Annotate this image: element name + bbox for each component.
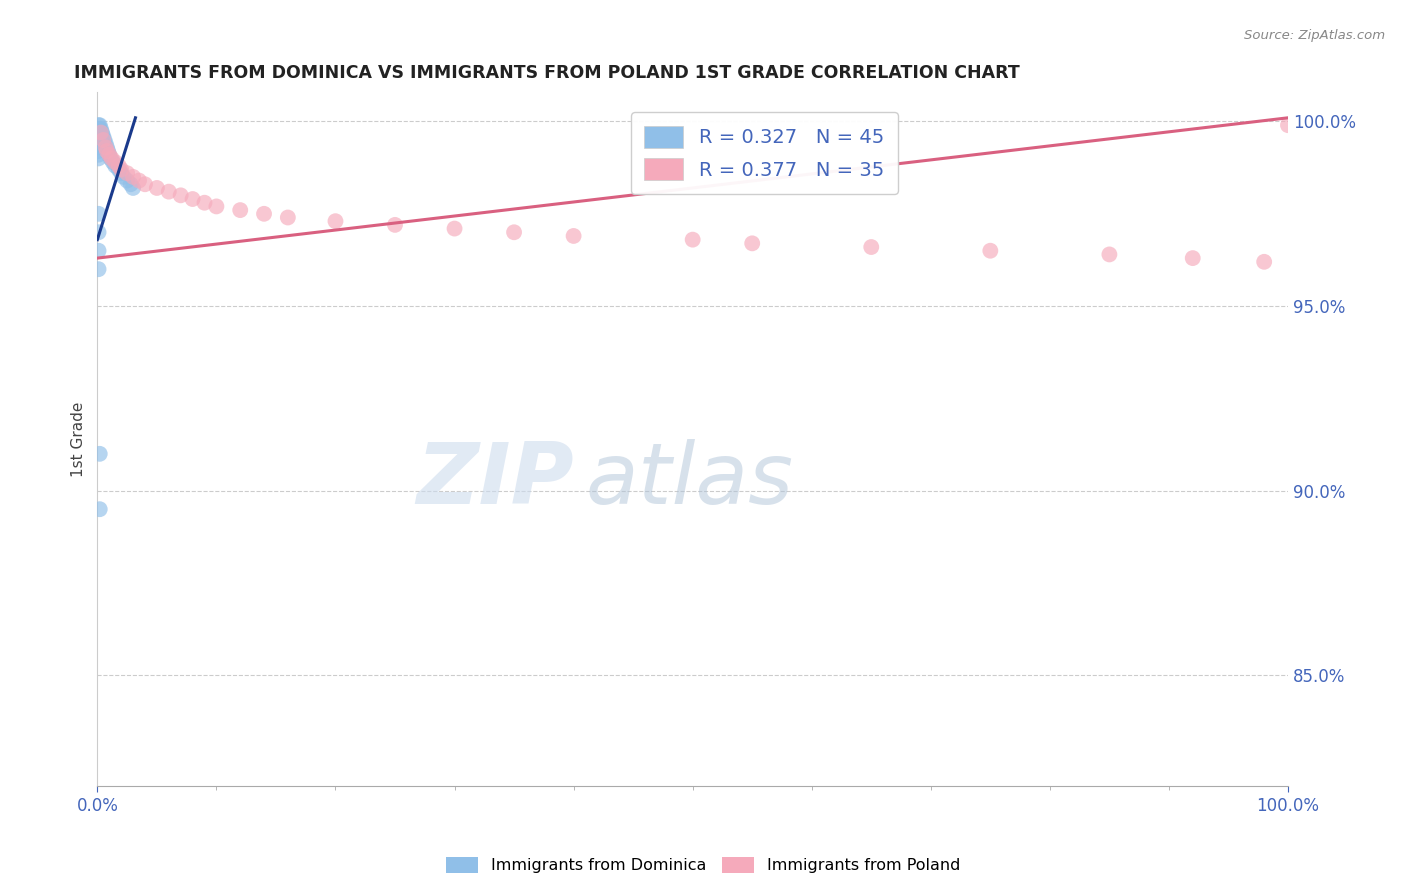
Point bbox=[90, 129, 112, 144]
Legend: Immigrants from Dominica, Immigrants from Poland: Immigrants from Dominica, Immigrants fro… bbox=[440, 850, 966, 880]
Point bbox=[94, 140, 117, 154]
Point bbox=[115, 166, 138, 180]
Point bbox=[1181, 251, 1204, 265]
Point bbox=[87, 121, 110, 136]
Point bbox=[93, 140, 115, 154]
Point bbox=[128, 173, 150, 187]
Point bbox=[181, 192, 204, 206]
Point bbox=[1277, 118, 1299, 132]
Point bbox=[89, 121, 111, 136]
Point bbox=[91, 136, 114, 151]
Point bbox=[134, 178, 156, 192]
Point bbox=[89, 502, 111, 516]
Point bbox=[90, 126, 112, 140]
Point bbox=[104, 155, 127, 169]
Point bbox=[87, 244, 110, 258]
Point bbox=[89, 447, 111, 461]
Text: atlas: atlas bbox=[585, 439, 793, 522]
Point bbox=[87, 225, 110, 239]
Point bbox=[87, 207, 110, 221]
Point bbox=[87, 152, 110, 166]
Point bbox=[1098, 247, 1121, 261]
Point bbox=[90, 126, 112, 140]
Point bbox=[93, 133, 115, 147]
Point bbox=[87, 133, 110, 147]
Point bbox=[91, 126, 114, 140]
Point bbox=[89, 129, 111, 144]
Text: Source: ZipAtlas.com: Source: ZipAtlas.com bbox=[1244, 29, 1385, 43]
Point bbox=[87, 147, 110, 161]
Point bbox=[87, 129, 110, 144]
Point bbox=[503, 225, 526, 239]
Point bbox=[741, 236, 763, 251]
Point bbox=[107, 159, 129, 173]
Point bbox=[87, 144, 110, 158]
Legend: R = 0.327   N = 45, R = 0.377   N = 35: R = 0.327 N = 45, R = 0.377 N = 35 bbox=[631, 112, 897, 194]
Point bbox=[193, 195, 215, 210]
Point bbox=[96, 144, 118, 158]
Point bbox=[170, 188, 193, 202]
Point bbox=[107, 162, 129, 177]
Point bbox=[96, 140, 118, 154]
Y-axis label: 1st Grade: 1st Grade bbox=[72, 401, 86, 476]
Point bbox=[98, 147, 121, 161]
Point bbox=[87, 136, 110, 151]
Point bbox=[91, 129, 114, 144]
Point bbox=[87, 118, 110, 132]
Point bbox=[443, 221, 465, 235]
Point bbox=[277, 211, 299, 225]
Point bbox=[979, 244, 1001, 258]
Point bbox=[205, 199, 228, 213]
Point bbox=[146, 181, 169, 195]
Point bbox=[89, 133, 111, 147]
Point bbox=[90, 133, 112, 147]
Point bbox=[122, 181, 145, 195]
Point bbox=[384, 218, 406, 232]
Point bbox=[157, 185, 180, 199]
Point bbox=[104, 159, 127, 173]
Point bbox=[115, 173, 138, 187]
Point bbox=[91, 136, 114, 151]
Point bbox=[89, 126, 111, 140]
Point bbox=[101, 155, 124, 169]
Point bbox=[120, 178, 142, 192]
Point bbox=[325, 214, 347, 228]
Point bbox=[110, 166, 132, 180]
Point bbox=[122, 169, 145, 184]
Point bbox=[87, 140, 110, 154]
Point bbox=[112, 169, 135, 184]
Point bbox=[97, 144, 120, 158]
Point bbox=[87, 262, 110, 277]
Point bbox=[89, 118, 111, 132]
Point bbox=[94, 136, 117, 151]
Point bbox=[100, 152, 122, 166]
Point bbox=[682, 233, 704, 247]
Point bbox=[90, 121, 112, 136]
Point bbox=[110, 162, 132, 177]
Point bbox=[87, 126, 110, 140]
Text: ZIP: ZIP bbox=[416, 439, 574, 522]
Point bbox=[91, 133, 114, 147]
Point bbox=[860, 240, 883, 254]
Point bbox=[91, 129, 114, 144]
Point bbox=[100, 152, 122, 166]
Point bbox=[562, 229, 585, 244]
Point bbox=[98, 147, 121, 161]
Point bbox=[229, 203, 252, 218]
Text: IMMIGRANTS FROM DOMINICA VS IMMIGRANTS FROM POLAND 1ST GRADE CORRELATION CHART: IMMIGRANTS FROM DOMINICA VS IMMIGRANTS F… bbox=[73, 64, 1019, 82]
Point bbox=[253, 207, 276, 221]
Point bbox=[1253, 255, 1275, 269]
